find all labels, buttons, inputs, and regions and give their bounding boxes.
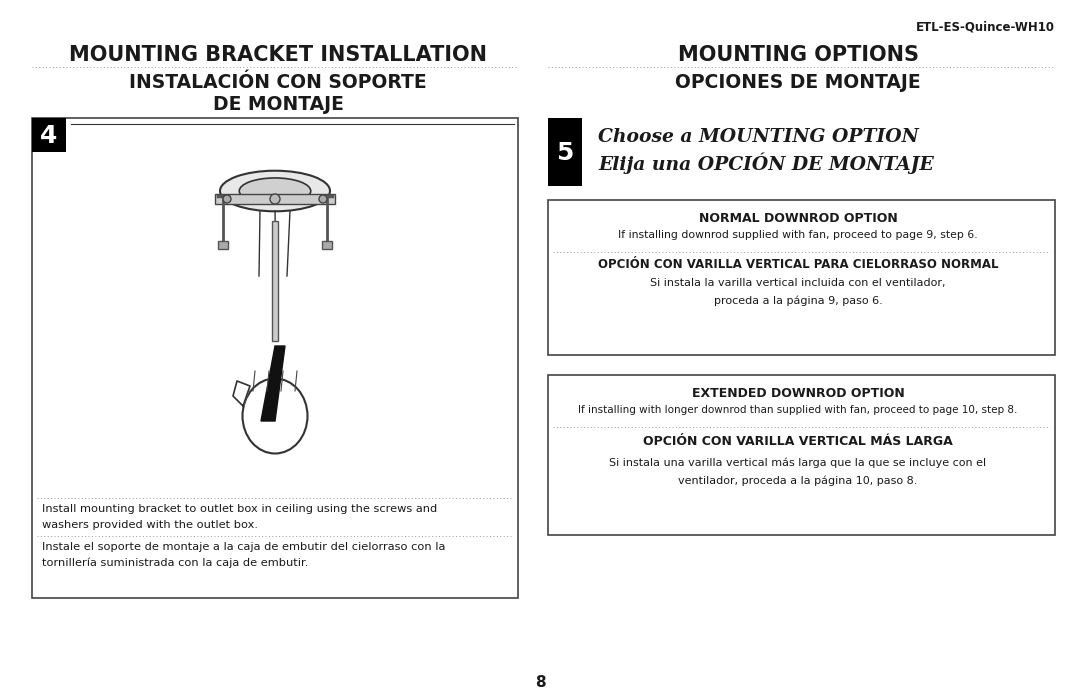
Text: 5: 5 <box>556 141 573 165</box>
Text: MOUNTING OPTIONS: MOUNTING OPTIONS <box>677 45 918 65</box>
Ellipse shape <box>220 171 330 211</box>
Text: EXTENDED DOWNROD OPTION: EXTENDED DOWNROD OPTION <box>691 387 904 400</box>
Text: OPCIONES DE MONTAJE: OPCIONES DE MONTAJE <box>675 73 921 92</box>
Text: tornillería suministrada con la caja de embutir.: tornillería suministrada con la caja de … <box>42 558 309 568</box>
Text: DE MONTAJE: DE MONTAJE <box>213 95 343 114</box>
Text: 8: 8 <box>535 675 545 690</box>
Bar <box>32 118 518 598</box>
Text: ETL-ES-Quince-WH10: ETL-ES-Quince-WH10 <box>916 20 1055 33</box>
Text: proceda a la página 9, paso 6.: proceda a la página 9, paso 6. <box>714 296 882 306</box>
Text: Si instala una varilla vertical más larga que la que se incluye con el: Si instala una varilla vertical más larg… <box>609 457 986 468</box>
Text: INSTALACIÓN CON SOPORTE: INSTALACIÓN CON SOPORTE <box>130 73 427 92</box>
Polygon shape <box>233 381 249 406</box>
Bar <box>215 194 335 204</box>
Text: If installing downrod supplied with fan, proceed to page 9, step 6.: If installing downrod supplied with fan,… <box>618 230 977 240</box>
Circle shape <box>270 194 280 204</box>
Text: washers provided with the outlet box.: washers provided with the outlet box. <box>42 520 258 530</box>
Ellipse shape <box>240 178 311 204</box>
Circle shape <box>222 195 231 203</box>
Bar <box>272 221 278 341</box>
Polygon shape <box>261 346 285 421</box>
Text: OPCIÓN CON VARILLA VERTICAL MÁS LARGA: OPCIÓN CON VARILLA VERTICAL MÁS LARGA <box>643 435 953 448</box>
Text: Install mounting bracket to outlet box in ceiling using the screws and: Install mounting bracket to outlet box i… <box>42 504 437 514</box>
Text: If installing with longer downrod than supplied with fan, proceed to page 10, st: If installing with longer downrod than s… <box>578 405 1017 415</box>
Bar <box>548 200 1055 355</box>
Text: NORMAL DOWNROD OPTION: NORMAL DOWNROD OPTION <box>699 212 897 225</box>
Text: Instale el soporte de montaje a la caja de embutir del cielorraso con la: Instale el soporte de montaje a la caja … <box>42 542 445 552</box>
Text: 4: 4 <box>40 124 57 148</box>
Bar <box>548 118 582 186</box>
Text: MOUNTING BRACKET INSTALLATION: MOUNTING BRACKET INSTALLATION <box>69 45 487 65</box>
Text: Choose a MOUNTING OPTION: Choose a MOUNTING OPTION <box>598 128 919 146</box>
Bar <box>322 241 332 249</box>
Bar <box>32 118 66 152</box>
Circle shape <box>319 195 327 203</box>
Text: ventilador, proceda a la página 10, paso 8.: ventilador, proceda a la página 10, paso… <box>678 475 918 486</box>
Bar <box>548 375 1055 535</box>
Text: Si instala la varilla vertical incluida con el ventilador,: Si instala la varilla vertical incluida … <box>650 278 946 288</box>
Ellipse shape <box>243 378 308 454</box>
Text: Elija una OPCIÓN DE MONTAJE: Elija una OPCIÓN DE MONTAJE <box>598 152 934 174</box>
Text: OPCIÓN CON VARILLA VERTICAL PARA CIELORRASO NORMAL: OPCIÓN CON VARILLA VERTICAL PARA CIELORR… <box>597 258 998 271</box>
Bar <box>218 241 228 249</box>
